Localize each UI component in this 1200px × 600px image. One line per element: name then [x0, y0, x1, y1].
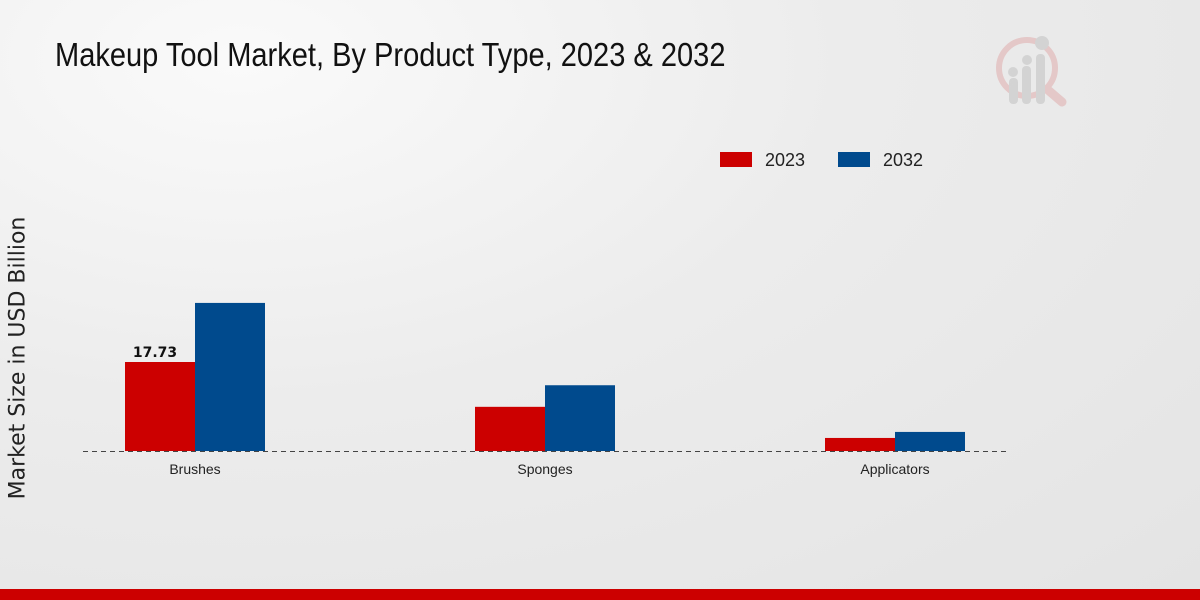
x-tick-label: Brushes	[169, 461, 220, 477]
chart-title: Makeup Tool Market, By Product Type, 202…	[55, 36, 726, 73]
bar-2032-brushes	[195, 302, 265, 451]
legend-label-2023: 2023	[765, 150, 805, 170]
bar-2023-sponges	[475, 406, 545, 451]
bar-2023-brushes	[125, 362, 195, 451]
legend-swatch-2032	[838, 152, 870, 167]
bar-2023-applicators	[825, 437, 895, 451]
bar-2032-sponges	[545, 385, 615, 451]
legend-label-2032: 2032	[883, 150, 923, 170]
legend-swatch-2023	[720, 152, 752, 167]
x-tick-label: Applicators	[860, 461, 929, 477]
data-label: 17.73	[133, 345, 177, 361]
bar-2032-applicators	[895, 431, 965, 451]
x-tick-label: Sponges	[517, 461, 572, 477]
bottom-accent-bar	[0, 589, 1200, 600]
